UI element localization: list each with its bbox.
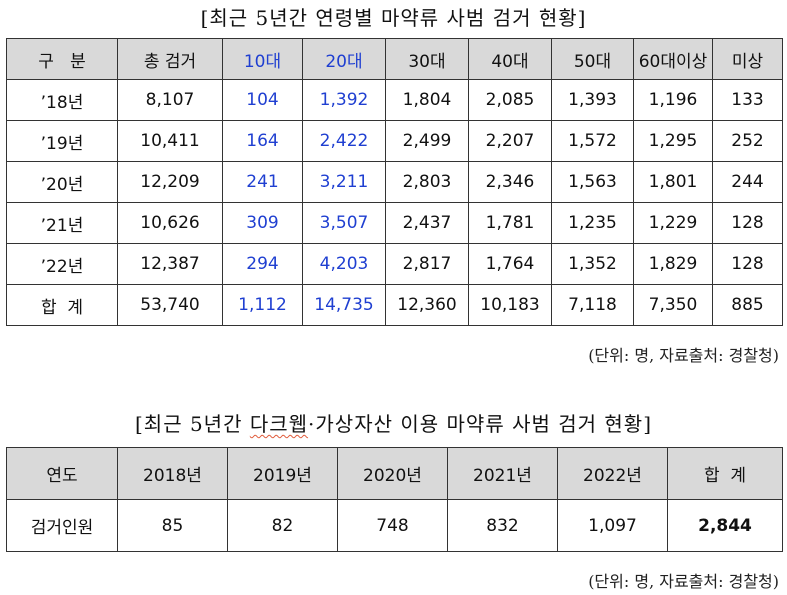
cell-40s: 2,207	[468, 120, 552, 162]
header-2018: 2018년	[117, 447, 228, 500]
cell-60plus: 1,829	[633, 243, 713, 285]
cell-40s: 1,781	[468, 202, 552, 244]
cell-60plus: 1,295	[633, 120, 713, 162]
cell-20s: 3,211	[302, 161, 386, 203]
total-30s: 12,360	[385, 284, 469, 326]
table2-title-suffix: ·가상자산 이용 마약류 사범 검거 현황]	[308, 412, 652, 436]
header-20s: 20대	[302, 38, 386, 80]
cell-total: 10,626	[117, 202, 223, 244]
header-total: 총 검거	[117, 38, 223, 80]
cell-10s: 164	[222, 120, 303, 162]
header-year: 연도	[6, 447, 118, 500]
row-year: ’21년	[6, 202, 118, 244]
table2-title: [최근 5년간 다크웹·가상자산 이용 마약류 사범 검거 현황]	[0, 408, 787, 437]
header-2022: 2022년	[557, 447, 668, 500]
cell-total: 2,844	[667, 499, 783, 552]
total-10s: 1,112	[222, 284, 303, 326]
cell-60plus: 1,196	[633, 79, 713, 121]
table-row: ’22년 12,387 294 4,203 2,817 1,764 1,352 …	[6, 243, 783, 285]
total-40s: 10,183	[468, 284, 552, 326]
cell-30s: 2,499	[385, 120, 469, 162]
table2-title-darkweb: 다크웹	[249, 412, 309, 436]
total-all: 53,740	[117, 284, 223, 326]
table2-title-prefix: [최근 5년간	[135, 412, 250, 436]
header-row: 연도 2018년 2019년 2020년 2021년 2022년 합 계	[6, 447, 783, 500]
total-50s: 7,118	[551, 284, 634, 326]
header-30s: 30대	[385, 38, 469, 80]
cell-40s: 1,764	[468, 243, 552, 285]
table-row: ’21년 10,626 309 3,507 2,437 1,781 1,235 …	[6, 202, 783, 244]
darkweb-arrest-table: 연도 2018년 2019년 2020년 2021년 2022년 합 계 검거인…	[6, 447, 783, 552]
cell-40s: 2,346	[468, 161, 552, 203]
header-2020: 2020년	[337, 447, 448, 500]
header-2019: 2019년	[227, 447, 338, 500]
row-label: 검거인원	[6, 499, 118, 552]
row-year: ’20년	[6, 161, 118, 203]
total-60plus: 7,350	[633, 284, 713, 326]
table1-unit-note: (단위: 명, 자료출처: 경찰청)	[588, 346, 779, 365]
header-40s: 40대	[468, 38, 552, 80]
header-10s: 10대	[222, 38, 303, 80]
cell-10s: 104	[222, 79, 303, 121]
cell-40s: 2,085	[468, 79, 552, 121]
cell-total: 10,411	[117, 120, 223, 162]
cell-total: 8,107	[117, 79, 223, 121]
cell-20s: 2,422	[302, 120, 386, 162]
cell-50s: 1,572	[551, 120, 634, 162]
total-20s: 14,735	[302, 284, 386, 326]
header-unknown: 미상	[712, 38, 783, 80]
cell-total: 12,387	[117, 243, 223, 285]
cell-60plus: 1,229	[633, 202, 713, 244]
header-2021: 2021년	[447, 447, 558, 500]
total-row: 합 계 53,740 1,112 14,735 12,360 10,183 7,…	[6, 284, 783, 326]
header-50s: 50대	[551, 38, 634, 80]
cell-2020: 748	[337, 499, 448, 552]
total-label: 합 계	[6, 284, 118, 326]
cell-50s: 1,563	[551, 161, 634, 203]
table2-unit-note: (단위: 명, 자료출처: 경찰청)	[588, 572, 779, 591]
cell-50s: 1,352	[551, 243, 634, 285]
cell-10s: 294	[222, 243, 303, 285]
header-category: 구 분	[6, 38, 118, 80]
cell-20s: 4,203	[302, 243, 386, 285]
table-row: 검거인원 85 82 748 832 1,097 2,844	[6, 499, 783, 552]
cell-30s: 1,804	[385, 79, 469, 121]
cell-2019: 82	[227, 499, 338, 552]
cell-30s: 2,437	[385, 202, 469, 244]
table-row: ’20년 12,209 241 3,211 2,803 2,346 1,563 …	[6, 161, 783, 203]
table1-title: [최근 5년간 연령별 마약류 사범 검거 현황]	[200, 6, 587, 30]
cell-10s: 309	[222, 202, 303, 244]
cell-unknown: 128	[712, 202, 783, 244]
cell-unknown: 244	[712, 161, 783, 203]
table-row: ’18년 8,107 104 1,392 1,804 2,085 1,393 1…	[6, 79, 783, 121]
cell-50s: 1,393	[551, 79, 634, 121]
row-year: ’19년	[6, 120, 118, 162]
cell-2022: 1,097	[557, 499, 668, 552]
cell-10s: 241	[222, 161, 303, 203]
table-row: ’19년 10,411 164 2,422 2,499 2,207 1,572 …	[6, 120, 783, 162]
cell-unknown: 133	[712, 79, 783, 121]
header-total: 합 계	[667, 447, 783, 500]
cell-50s: 1,235	[551, 202, 634, 244]
cell-20s: 1,392	[302, 79, 386, 121]
cell-total: 12,209	[117, 161, 223, 203]
row-year: ’22년	[6, 243, 118, 285]
cell-unknown: 128	[712, 243, 783, 285]
cell-60plus: 1,801	[633, 161, 713, 203]
cell-30s: 2,817	[385, 243, 469, 285]
cell-30s: 2,803	[385, 161, 469, 203]
row-year: ’18년	[6, 79, 118, 121]
cell-2021: 832	[447, 499, 558, 552]
header-60plus: 60대이상	[633, 38, 713, 80]
cell-2018: 85	[117, 499, 228, 552]
total-unknown: 885	[712, 284, 783, 326]
cell-20s: 3,507	[302, 202, 386, 244]
age-arrest-table: 구 분 총 검거 10대 20대 30대 40대 50대 60대이상 미상 ’1…	[6, 38, 783, 326]
cell-unknown: 252	[712, 120, 783, 162]
header-row: 구 분 총 검거 10대 20대 30대 40대 50대 60대이상 미상	[6, 38, 783, 80]
